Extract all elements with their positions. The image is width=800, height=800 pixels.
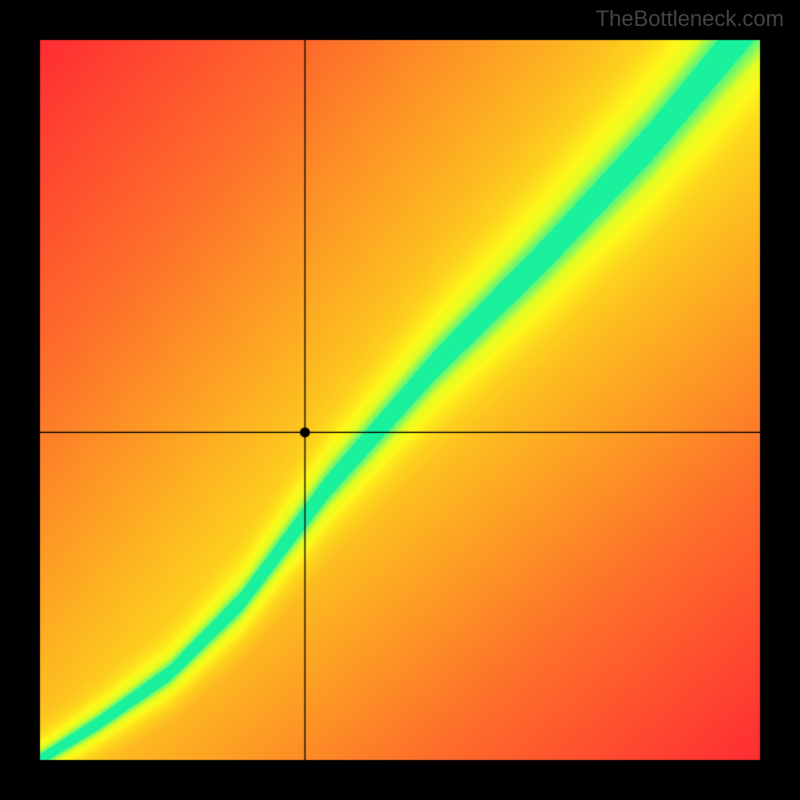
chart-container: TheBottleneck.com [0,0,800,800]
heatmap-canvas [0,0,800,800]
